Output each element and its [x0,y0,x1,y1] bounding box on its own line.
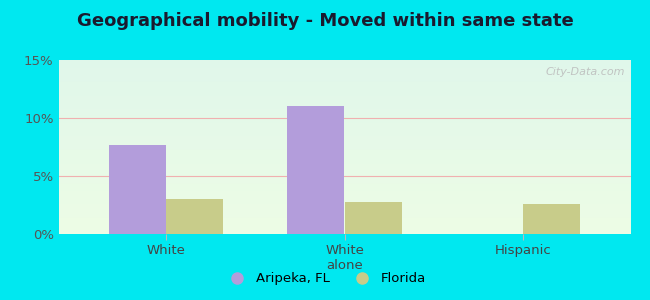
Bar [287,106,344,234]
Bar [166,199,223,234]
Legend: Aripeka, FL, Florida: Aripeka, FL, Florida [218,267,432,290]
Text: City-Data.com: City-Data.com [545,67,625,77]
Bar [523,204,580,234]
Text: Geographical mobility - Moved within same state: Geographical mobility - Moved within sam… [77,12,573,30]
Bar [344,202,402,234]
Bar [109,145,166,234]
